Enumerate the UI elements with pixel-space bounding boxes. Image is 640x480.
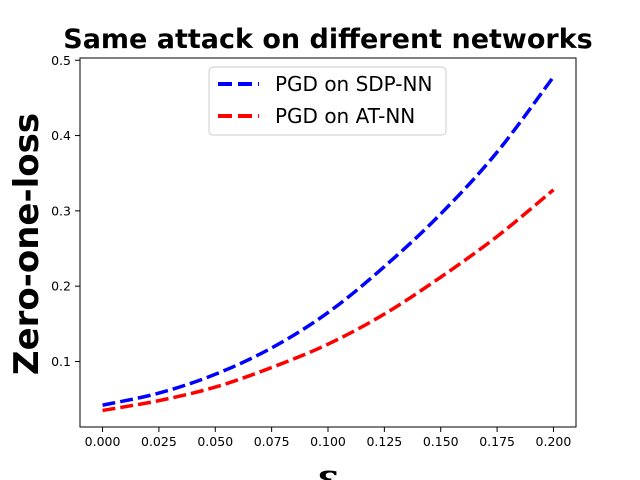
- x-tick-label: 0.025: [141, 434, 177, 449]
- legend-box: [208, 66, 447, 136]
- x-tick-label: 0.175: [479, 434, 515, 449]
- x-tick-label: 0.000: [85, 434, 121, 449]
- series-line-sdp-nn: [102, 75, 555, 407]
- x-tick-label: 0.200: [536, 434, 572, 449]
- y-axis-label: Zero-one-loss: [7, 113, 47, 375]
- legend-label-at-nn: PGD on AT-NN: [275, 104, 415, 128]
- series-lines: [102, 75, 555, 413]
- y-axis: 0.1 0.2 0.3 0.4 0.5: [51, 53, 80, 369]
- x-tick-label: 0.075: [254, 434, 290, 449]
- y-tick-label: 0.2: [51, 279, 71, 294]
- y-tick-label: 0.1: [51, 354, 71, 369]
- chart-title: Same attack on different networks: [63, 24, 593, 55]
- x-axis-label: ε: [317, 457, 339, 480]
- x-axis: 0.000 0.025 0.050 0.075 0.100 0.125 0.150 0.175…: [85, 427, 572, 449]
- x-tick-label: 0.150: [423, 434, 459, 449]
- y-tick-label: 0.4: [51, 128, 71, 143]
- y-tick-label: 0.3: [51, 203, 71, 218]
- x-tick-label: 0.050: [197, 434, 233, 449]
- x-tick-label: 0.100: [310, 434, 346, 449]
- legend-label-sdp-nn: PGD on SDP-NN: [275, 72, 432, 96]
- y-tick-label: 0.5: [51, 53, 71, 68]
- x-tick-label: 0.125: [366, 434, 402, 449]
- series-line-at-nn: [102, 188, 555, 413]
- legend: PGD on SDP-NN PGD on AT-NN: [208, 66, 447, 136]
